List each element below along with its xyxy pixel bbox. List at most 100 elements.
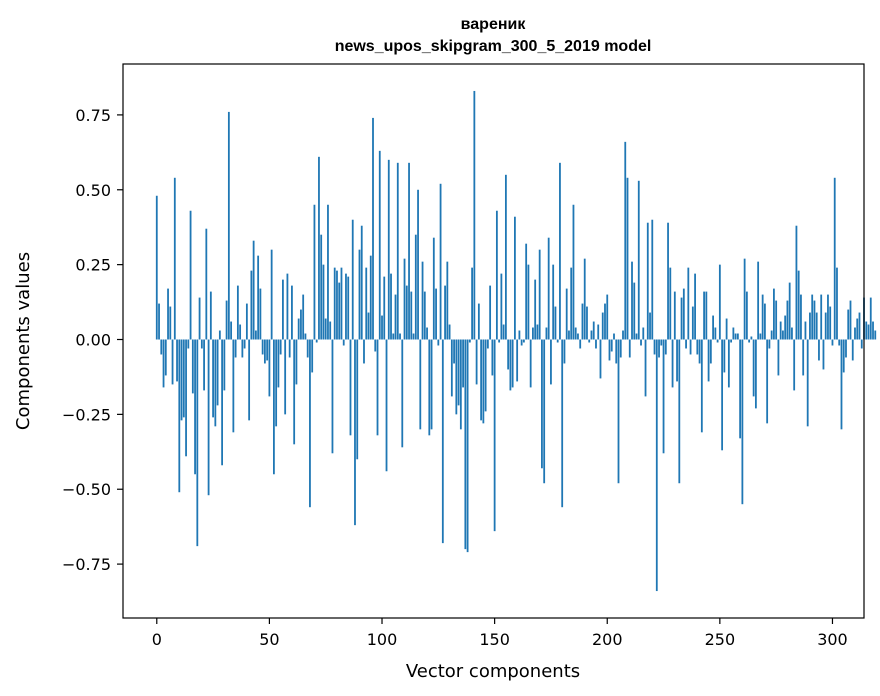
bar-112 — [408, 162, 410, 340]
x-axis-label: Vector components — [406, 661, 580, 682]
bar-85 — [347, 276, 350, 340]
bar-227 — [667, 222, 669, 340]
bar-174 — [547, 237, 550, 340]
bar-252 — [723, 339, 726, 373]
bar-108 — [399, 333, 401, 340]
bar-41 — [248, 339, 251, 421]
bar-310 — [854, 327, 856, 340]
bar-2 — [160, 339, 163, 355]
bar-245 — [707, 339, 710, 382]
bar-110 — [403, 258, 406, 340]
bar-91 — [360, 225, 363, 340]
bar-279 — [784, 315, 787, 340]
bar-143 — [477, 303, 480, 340]
bar-32 — [227, 111, 230, 340]
bar-156 — [507, 339, 510, 370]
bar-229 — [671, 339, 674, 388]
bar-147 — [486, 339, 489, 349]
bar-70 — [313, 204, 316, 340]
x-tick-label: 250 — [705, 630, 736, 649]
bar-5 — [167, 288, 169, 340]
bar-313 — [860, 339, 863, 349]
bar-317 — [869, 297, 872, 340]
bar-4 — [164, 339, 167, 376]
x-tick-label: 200 — [592, 630, 623, 649]
bar-258 — [736, 333, 739, 340]
bar-248 — [714, 327, 717, 340]
bar-series — [155, 90, 877, 592]
bar-293 — [815, 312, 818, 340]
bar-232 — [678, 339, 681, 484]
bar-115 — [414, 234, 417, 340]
bar-66 — [304, 333, 307, 340]
bar-255 — [730, 339, 733, 343]
bar-319 — [874, 330, 877, 340]
bar-166 — [529, 339, 532, 388]
plot-frame — [122, 63, 865, 619]
bar-129 — [446, 261, 449, 340]
y-tick-label: 0.00 — [75, 331, 111, 350]
bar-300 — [831, 339, 834, 346]
bar-303 — [838, 339, 841, 346]
x-axis: 0 50 100 150 200 250 300 — [152, 618, 848, 649]
bar-27 — [216, 339, 219, 406]
bar-34 — [232, 339, 235, 433]
bar-133 — [455, 339, 458, 415]
bar-211 — [631, 261, 633, 340]
bar-309 — [851, 339, 854, 361]
bar-157 — [509, 339, 512, 391]
bar-134 — [457, 339, 460, 406]
x-tick-label: 50 — [259, 630, 279, 649]
bar-284 — [795, 225, 798, 340]
bar-237 — [689, 339, 692, 355]
bar-154 — [502, 324, 505, 340]
bar-82 — [340, 267, 343, 340]
bar-266 — [754, 339, 757, 409]
bar-169 — [536, 324, 539, 340]
bar-311 — [856, 318, 859, 340]
bar-268 — [759, 333, 762, 340]
bar-257 — [734, 333, 737, 340]
bar-289 — [806, 339, 809, 427]
bar-168 — [534, 279, 537, 340]
bar-236 — [687, 267, 690, 340]
bar-316 — [867, 324, 870, 340]
bar-148 — [489, 285, 492, 340]
bar-47 — [261, 339, 264, 355]
bar-160 — [516, 339, 519, 382]
bar-94 — [367, 312, 370, 340]
bar-158 — [511, 339, 514, 388]
bar-278 — [782, 330, 784, 340]
bar-98 — [376, 339, 379, 436]
bar-200 — [606, 294, 609, 340]
bar-46 — [259, 288, 262, 340]
bar-121 — [428, 339, 431, 436]
bar-223 — [658, 339, 660, 358]
bar-249 — [716, 339, 719, 343]
bar-135 — [459, 339, 462, 430]
bar-286 — [800, 294, 802, 340]
bar-100 — [381, 315, 383, 340]
bar-188 — [579, 339, 582, 349]
bar-230 — [673, 291, 676, 340]
bar-265 — [752, 339, 755, 397]
bar-192 — [588, 339, 591, 343]
bar-139 — [468, 339, 471, 343]
bar-212 — [633, 282, 636, 340]
bar-152 — [498, 339, 501, 343]
bar-76 — [327, 204, 329, 340]
bar-274 — [773, 288, 775, 340]
bar-201 — [608, 339, 611, 361]
bar-234 — [682, 288, 685, 340]
bar-26 — [214, 339, 217, 427]
bar-106 — [394, 294, 397, 340]
bar-50 — [268, 339, 271, 397]
bar-87 — [351, 219, 354, 340]
bar-96 — [372, 117, 374, 340]
bar-124 — [435, 288, 437, 340]
bar-233 — [680, 297, 683, 340]
bar-114 — [412, 333, 415, 340]
bar-206 — [619, 339, 622, 358]
bar-23 — [207, 339, 210, 496]
bar-219 — [649, 312, 651, 340]
